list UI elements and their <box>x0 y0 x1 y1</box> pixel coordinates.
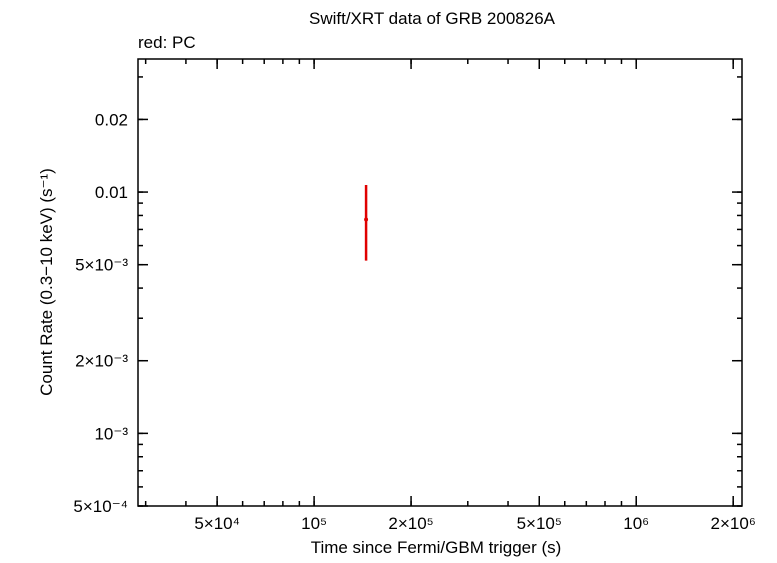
y-tick-label: 5×10⁻³ <box>75 256 128 275</box>
y-tick-label: 2×10⁻³ <box>75 352 128 371</box>
x-tick-label: 10⁵ <box>301 514 327 533</box>
y-axis-label: Count Rate (0.3−10 keV) (s⁻¹) <box>37 168 56 396</box>
x-tick-label: 5×10⁴ <box>194 514 240 533</box>
y-tick-label: 5×10⁻⁴ <box>73 497 128 516</box>
x-tick-label: 5×10⁵ <box>517 514 562 533</box>
x-tick-label: 2×10⁶ <box>711 514 756 533</box>
y-tick-label: 0.02 <box>95 110 128 129</box>
x-tick-label: 10⁶ <box>623 514 649 533</box>
annotation: red: PC <box>138 33 196 52</box>
chart-title: Swift/XRT data of GRB 200826A <box>309 9 556 28</box>
plot-frame <box>137 58 743 507</box>
data-point <box>364 217 369 222</box>
x-axis-label: Time since Fermi/GBM trigger (s) <box>311 538 562 557</box>
y-tick-label: 10⁻³ <box>94 424 128 443</box>
x-tick-label: 2×10⁵ <box>388 514 433 533</box>
y-tick-label: 0.01 <box>95 183 128 202</box>
